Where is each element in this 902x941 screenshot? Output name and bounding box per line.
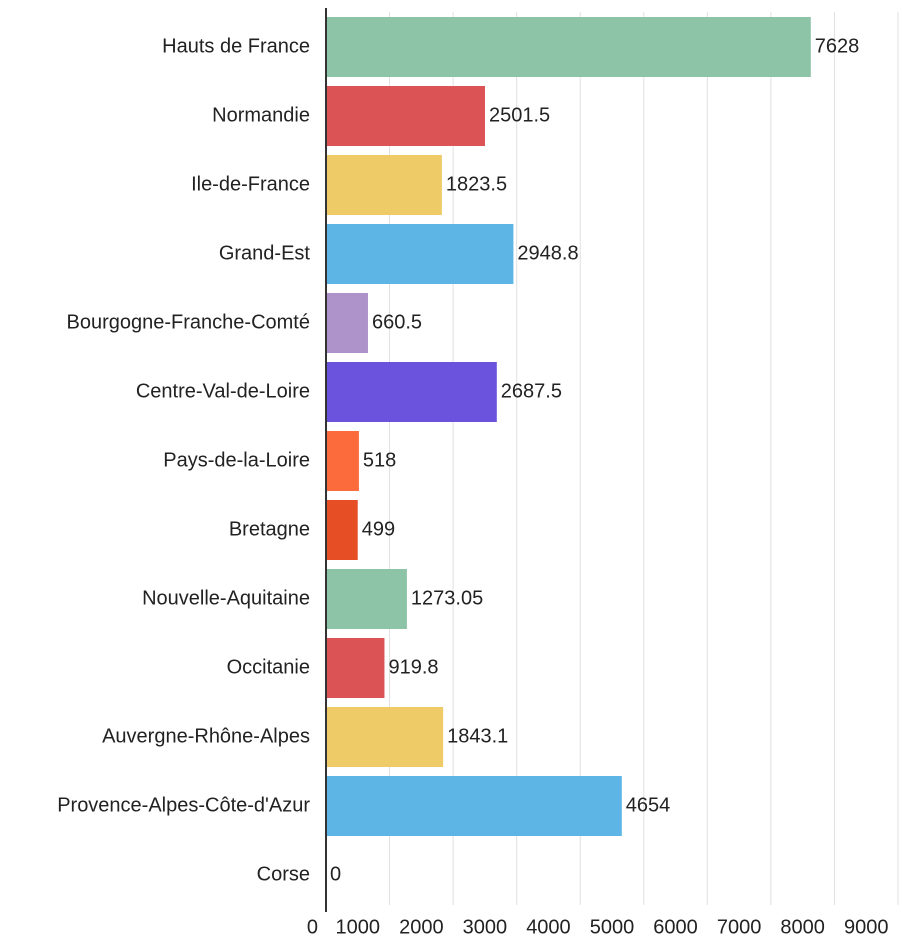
bar: [326, 776, 622, 836]
y-tick-label: Occitanie: [227, 656, 310, 678]
y-tick-label: Provence-Alpes-Côte-d'Azur: [57, 794, 310, 816]
value-label: 2501.5: [489, 104, 550, 126]
bar: [326, 155, 442, 215]
value-label: 660.5: [372, 311, 422, 333]
y-tick-label: Ile-de-France: [191, 173, 310, 195]
y-tick-label: Centre-Val-de-Loire: [136, 380, 310, 402]
x-tick-label: 8000: [780, 916, 825, 938]
bar: [326, 569, 407, 629]
value-label: 1273.05: [411, 587, 483, 609]
x-tick-label: 5000: [590, 916, 635, 938]
bar: [326, 224, 514, 284]
x-tick-label: 6000: [653, 916, 698, 938]
y-tick-label: Grand-Est: [219, 242, 311, 264]
value-label: 4654: [626, 794, 671, 816]
y-tick-label: Nouvelle-Aquitaine: [142, 587, 310, 609]
bar: [326, 638, 385, 698]
bar: [326, 707, 444, 767]
value-label: 2948.8: [517, 242, 578, 264]
x-tick-label: 2000: [399, 916, 444, 938]
y-tick-label: Hauts de France: [162, 35, 310, 57]
bar: [326, 293, 368, 353]
y-tick-label: Bretagne: [229, 518, 310, 540]
y-tick-label: Corse: [257, 863, 310, 885]
y-tick-label: Auvergne-Rhône-Alpes: [102, 725, 310, 747]
x-tick-label: 3000: [463, 916, 508, 938]
bar: [326, 86, 485, 146]
value-label: 919.8: [388, 656, 438, 678]
x-tick-label: 9000: [844, 916, 889, 938]
x-tick-label: 7000: [717, 916, 762, 938]
x-tick-label: 4000: [526, 916, 571, 938]
y-tick-label: Pays-de-la-Loire: [163, 449, 310, 471]
bar: [326, 500, 358, 560]
value-label: 7628: [815, 35, 860, 57]
value-label: 0: [330, 863, 341, 885]
value-label: 518: [363, 449, 396, 471]
bar: [326, 362, 497, 422]
value-label: 499: [362, 518, 395, 540]
x-tick-label: 1000: [336, 916, 381, 938]
y-tick-label: Bourgogne-Franche-Comté: [67, 311, 310, 333]
bar: [326, 17, 811, 77]
x-tick-label: 0: [307, 916, 318, 938]
y-tick-label: Normandie: [212, 104, 310, 126]
value-label: 1843.1: [447, 725, 508, 747]
value-label: 2687.5: [501, 380, 562, 402]
bar: [326, 431, 359, 491]
value-label: 1823.5: [446, 173, 507, 195]
